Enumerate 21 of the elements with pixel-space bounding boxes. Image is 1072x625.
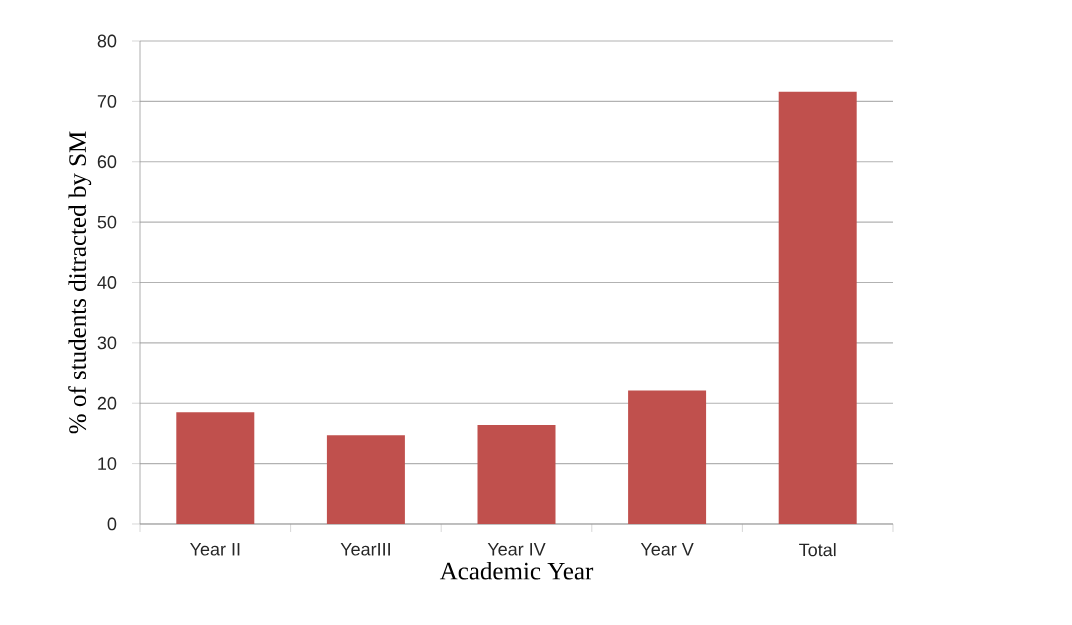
bar	[326, 435, 405, 524]
y-tick-label: 30	[97, 336, 117, 350]
bar	[778, 91, 857, 524]
y-tick-label: 40	[97, 276, 117, 289]
x-tick-label: Total	[799, 543, 836, 557]
x-tick-label: Year II	[190, 543, 240, 556]
y-tick-label: 0	[107, 517, 117, 531]
bar	[176, 412, 255, 524]
y-tick-label: 50	[97, 215, 117, 229]
y-tick-label: 70	[97, 94, 117, 108]
y-tick-label: 60	[97, 155, 117, 169]
bar	[477, 424, 556, 524]
bar	[628, 390, 707, 524]
x-tick-label: YearIII	[340, 543, 390, 556]
y-tick-label: 10	[98, 457, 117, 470]
x-axis-title: Academic Year	[439, 562, 594, 580]
y-axis-title: % of students ditracted by SM	[68, 131, 92, 434]
y-tick-label: 80	[97, 34, 117, 48]
y-tick-label: 20	[97, 396, 117, 410]
x-tick-label: Year V	[640, 543, 694, 556]
x-tick-label: Year IV	[487, 543, 546, 556]
